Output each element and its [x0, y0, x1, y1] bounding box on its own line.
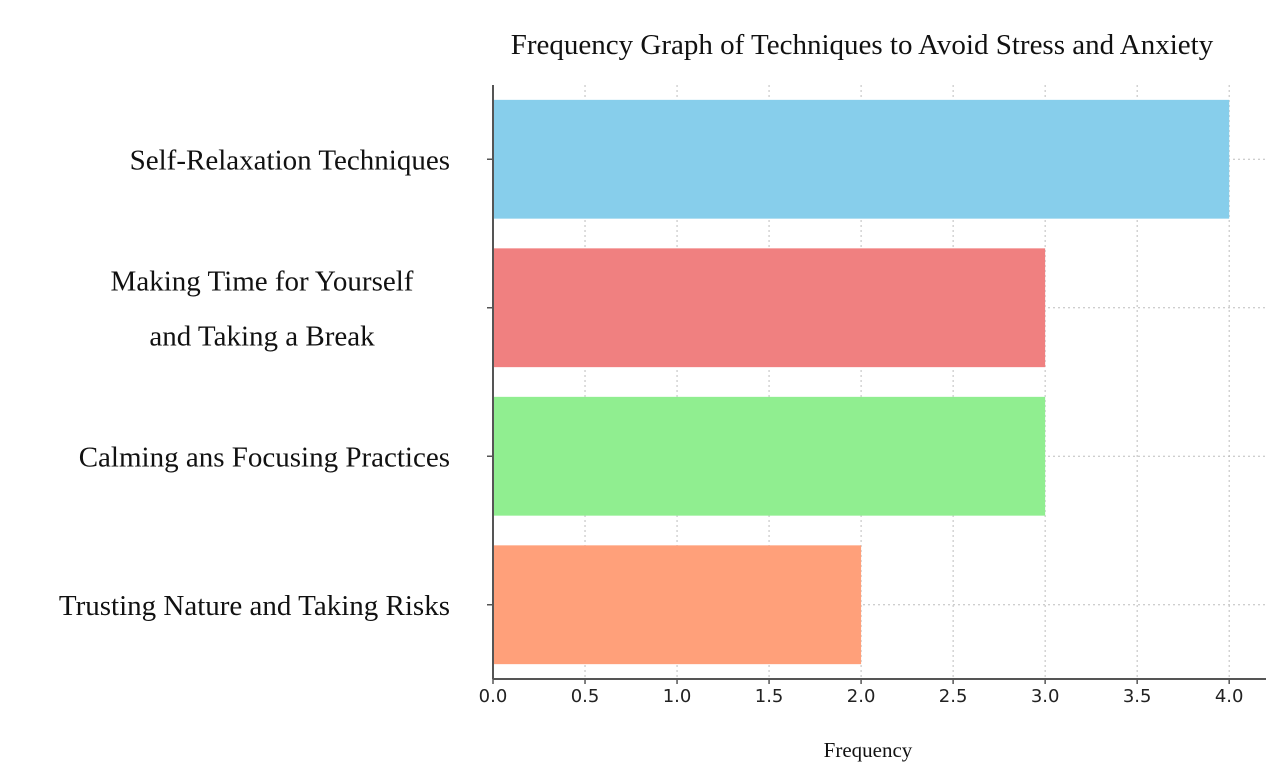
x-tick-labels: 0.0 0.5 1.0 1.5 2.0 2.5 3.0 3.5 4.0: [479, 686, 1244, 707]
bar: [493, 248, 1046, 368]
x-tick-label: 0.5: [571, 686, 600, 707]
y-tick-label: Making Time for Yourself: [111, 265, 414, 297]
axis-layer: [487, 85, 1266, 684]
x-tick-label: 1.5: [755, 686, 784, 707]
x-axis-label: Frequency: [824, 738, 913, 762]
bar: [493, 396, 1046, 516]
x-tick-label: 0.0: [479, 686, 508, 707]
y-tick-labels: Self-Relaxation Techniques Making Time fo…: [59, 144, 450, 622]
chart-title: Frequency Graph of Techniques to Avoid S…: [511, 29, 1214, 61]
y-tick-label: Calming ans Focusing Practices: [79, 441, 450, 473]
bar: [493, 545, 862, 665]
y-tick-label: Self-Relaxation Techniques: [130, 144, 450, 176]
x-tick-label: 2.0: [847, 686, 876, 707]
x-tick-label: 3.0: [1031, 686, 1060, 707]
x-tick-label: 1.0: [663, 686, 692, 707]
x-tick-label: 3.5: [1123, 686, 1152, 707]
bar: [493, 99, 1230, 219]
y-tick-label: and Taking a Break: [149, 320, 375, 352]
y-tick-label: Trusting Nature and Taking Risks: [59, 590, 450, 622]
x-tick-label: 2.5: [939, 686, 968, 707]
x-tick-label: 4.0: [1215, 686, 1244, 707]
bar-layer: [493, 99, 1230, 665]
